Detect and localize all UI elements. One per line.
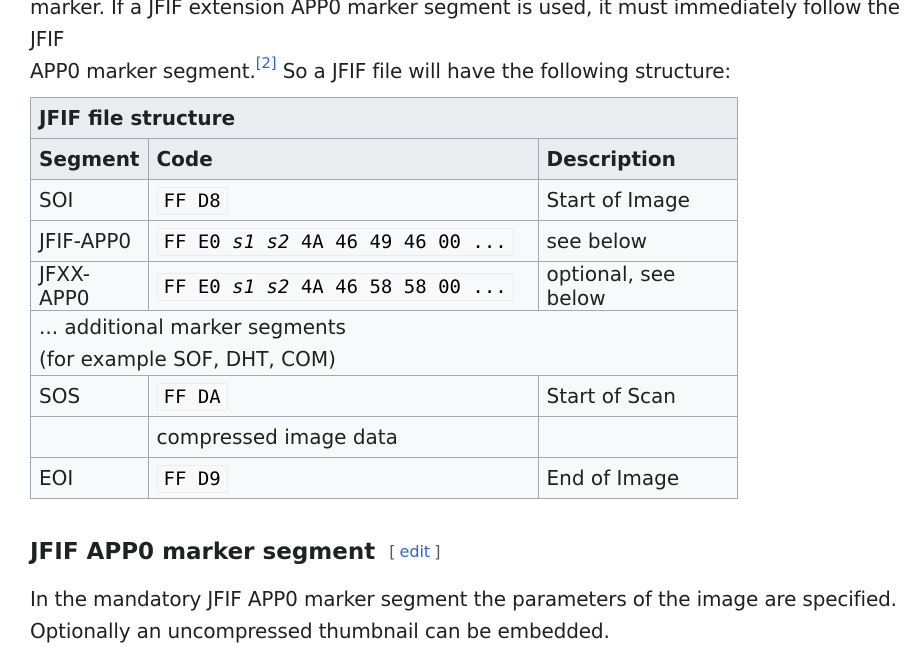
cell-segment: SOS — [30, 375, 149, 417]
table-row: compressed image data — [30, 416, 738, 458]
edit-bracket-close: ] — [434, 542, 441, 561]
intro-paragraph: marker. If a JFIF extension APP0 marker … — [30, 0, 905, 87]
intro-line-2-end: So a JFIF file will have the following s… — [276, 59, 732, 83]
header-code: Code — [147, 138, 539, 180]
cell-description: End of Image — [537, 457, 738, 499]
table-row: SOI FF D8 Start of Image — [30, 179, 738, 221]
code-snippet: FF D9 — [156, 465, 228, 493]
table-row: JFXX-APP0 FF E0 s1 s2 4A 46 58 58 00 ...… — [30, 261, 738, 311]
cell-code: FF D8 — [147, 179, 539, 221]
cell-segment: SOI — [30, 179, 149, 221]
intro-line-1: marker. If a JFIF extension APP0 marker … — [30, 0, 900, 51]
code-snippet: FF E0 s1 s2 4A 46 58 58 00 ... — [156, 273, 514, 301]
cell-merged: ... additional marker segments (for exam… — [30, 310, 738, 376]
outro-line-2: Optionally an uncompressed thumbnail can… — [30, 619, 610, 643]
code-param-s1: s1 — [232, 276, 256, 298]
code-param-s2: s2 — [266, 231, 290, 253]
intro-line-2-start: APP0 marker segment. — [30, 59, 256, 83]
code-part: FF E0 — [163, 231, 233, 253]
cell-description: Start of Scan — [537, 375, 738, 417]
article-content: marker. If a JFIF extension APP0 marker … — [30, 0, 905, 647]
code-param-s2: s2 — [266, 276, 290, 298]
cell-code: compressed image data — [147, 416, 539, 458]
cell-segment — [30, 416, 149, 458]
code-part — [255, 231, 266, 253]
cell-code: FF D9 — [147, 457, 539, 499]
table-row: JFIF-APP0 FF E0 s1 s2 4A 46 49 46 00 ...… — [30, 220, 738, 262]
section-title: JFIF APP0 marker segment — [30, 539, 376, 565]
jfif-structure-table: JFIF file structure Segment Code Descrip… — [30, 97, 738, 499]
cell-code: FF E0 s1 s2 4A 46 49 46 00 ... — [147, 220, 539, 262]
code-part — [255, 276, 266, 298]
cell-segment: JFIF-APP0 — [30, 220, 149, 262]
code-param-s1: s1 — [232, 231, 256, 253]
code-part: 4A 46 49 46 00 ... — [289, 231, 507, 253]
outro-line-1: In the mandatory JFIF APP0 marker segmen… — [30, 587, 897, 611]
code-part: FF E0 — [163, 276, 233, 298]
cell-description: Start of Image — [537, 179, 738, 221]
code-snippet: FF DA — [156, 383, 228, 411]
header-segment: Segment — [30, 138, 149, 180]
edit-bracket-open: [ — [389, 542, 396, 561]
header-description: Description — [537, 138, 738, 180]
cell-description: optional, see below — [537, 261, 738, 311]
cell-segment: EOI — [30, 457, 149, 499]
table-row: ... additional marker segments (for exam… — [30, 310, 738, 376]
table-row: EOI FF D9 End of Image — [30, 457, 738, 499]
cell-description — [537, 416, 738, 458]
cell-code: FF E0 s1 s2 4A 46 58 58 00 ... — [147, 261, 539, 311]
code-snippet: FF E0 s1 s2 4A 46 49 46 00 ... — [156, 228, 514, 256]
table-row: SOS FF DA Start of Scan — [30, 375, 738, 417]
outro-paragraph: In the mandatory JFIF APP0 marker segmen… — [30, 583, 905, 647]
cell-segment: JFXX-APP0 — [30, 261, 149, 311]
cell-code: FF DA — [147, 375, 539, 417]
code-snippet: FF D8 — [156, 187, 228, 215]
section-heading: JFIF APP0 marker segment [edit] — [30, 537, 905, 569]
edit-link[interactable]: edit — [399, 542, 431, 561]
cell-description: see below — [537, 220, 738, 262]
code-part: 4A 46 58 58 00 ... — [289, 276, 507, 298]
reference-link[interactable]: [2] — [255, 54, 277, 73]
merged-line-2: (for example SOF, DHT, COM) — [39, 347, 336, 371]
edit-section: [edit] — [389, 542, 440, 561]
table-caption: JFIF file structure — [30, 97, 738, 139]
merged-line-1: ... additional marker segments — [39, 315, 346, 339]
table-header-row: Segment Code Description — [30, 138, 738, 180]
